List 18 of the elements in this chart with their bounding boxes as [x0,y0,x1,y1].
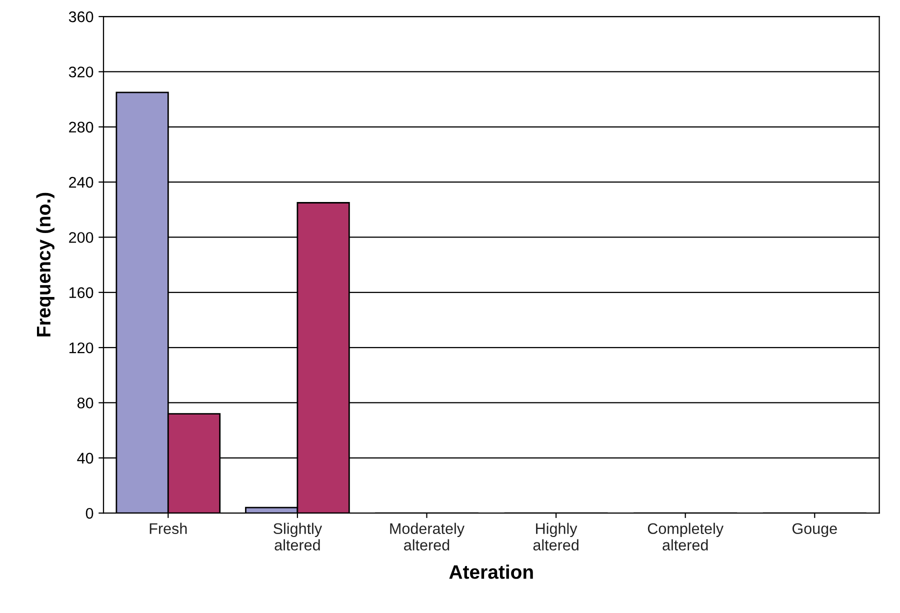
y-tick-label: 80 [77,398,94,408]
y-tick-label: 120 [69,342,94,354]
x-tick-label: Slightly altered [274,522,322,550]
y-tick-label: 240 [69,176,94,188]
x-tick-label: Completely altered [648,522,724,550]
y-tick-label: 0 [86,508,94,519]
x-tick-label: Fresh [150,522,187,534]
y-tick-label: 360 [68,11,94,22]
x-tick-label: Gouge [792,523,837,538]
y-tick-label: 200 [69,232,94,243]
y-axis-title: Frequency (no.) [36,192,54,336]
y-tick-label: 160 [69,287,94,298]
x-axis-title: Ateration [449,564,533,579]
x-tick-label: Highly altered [533,522,578,550]
y-tick-label: 320 [68,66,94,78]
y-tick-label: 280 [69,122,94,133]
x-tick-label: Moderately altered [390,522,465,550]
y-tick-label: 40 [77,452,94,464]
